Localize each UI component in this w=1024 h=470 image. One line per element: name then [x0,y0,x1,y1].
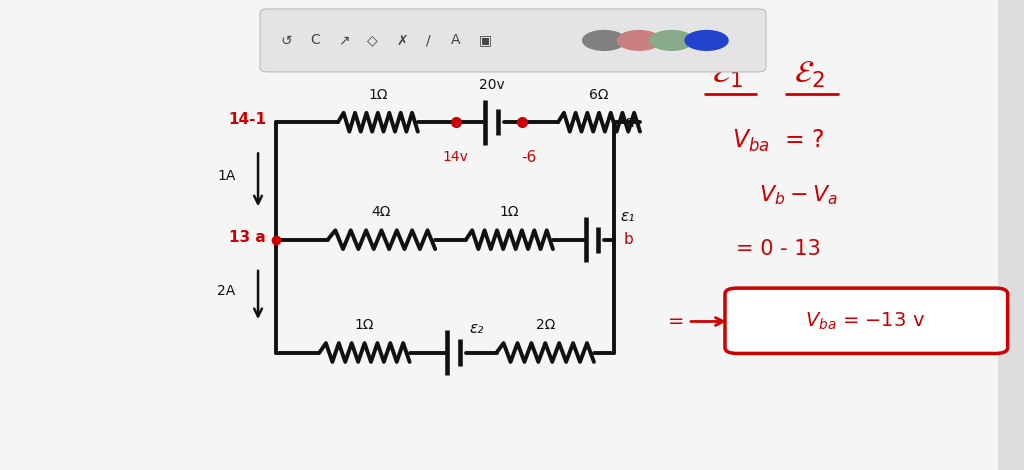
Text: 2Ω: 2Ω [536,318,555,332]
Text: ↗: ↗ [338,33,350,47]
Text: $V_{ba}$ = $-$13 v: $V_{ba}$ = $-$13 v [805,311,926,332]
Text: $V_{ba}$  = ?: $V_{ba}$ = ? [732,128,824,154]
Text: $\mathcal{E}_1$: $\mathcal{E}_1$ [712,60,742,90]
Circle shape [650,31,693,50]
Text: -6: -6 [521,150,536,165]
Text: 14-1: 14-1 [228,112,266,127]
Text: 4Ω: 4Ω [372,205,391,219]
Text: ε₂: ε₂ [469,321,483,336]
Text: 13 a: 13 a [229,230,266,245]
Text: 1Ω: 1Ω [354,318,375,332]
Text: d: d [624,115,634,130]
Text: b: b [624,232,634,247]
Text: 6Ω: 6Ω [589,88,609,102]
Text: ε₁: ε₁ [621,209,635,224]
Text: ✗: ✗ [396,33,409,47]
FancyBboxPatch shape [260,9,766,72]
Text: =: = [668,312,684,331]
Text: C: C [310,33,321,47]
Text: $V_b - V_a$: $V_b - V_a$ [760,183,838,207]
Text: /: / [426,33,430,47]
Text: 2A: 2A [217,284,236,298]
Text: 20v: 20v [478,78,505,92]
Text: = 0 - 13: = 0 - 13 [736,239,820,259]
Circle shape [685,31,728,50]
Text: $\mathcal{E}_2$: $\mathcal{E}_2$ [794,60,824,90]
Text: A: A [451,33,461,47]
FancyBboxPatch shape [998,0,1024,470]
Text: 1A: 1A [217,169,236,183]
Circle shape [617,31,660,50]
Text: ◇: ◇ [368,33,378,47]
Text: 1Ω: 1Ω [500,205,519,219]
Text: 14v: 14v [442,150,469,164]
Text: ▣: ▣ [479,33,492,47]
Circle shape [583,31,626,50]
Text: 1Ω: 1Ω [368,88,388,102]
FancyBboxPatch shape [725,288,1008,353]
Text: ↺: ↺ [281,33,293,47]
